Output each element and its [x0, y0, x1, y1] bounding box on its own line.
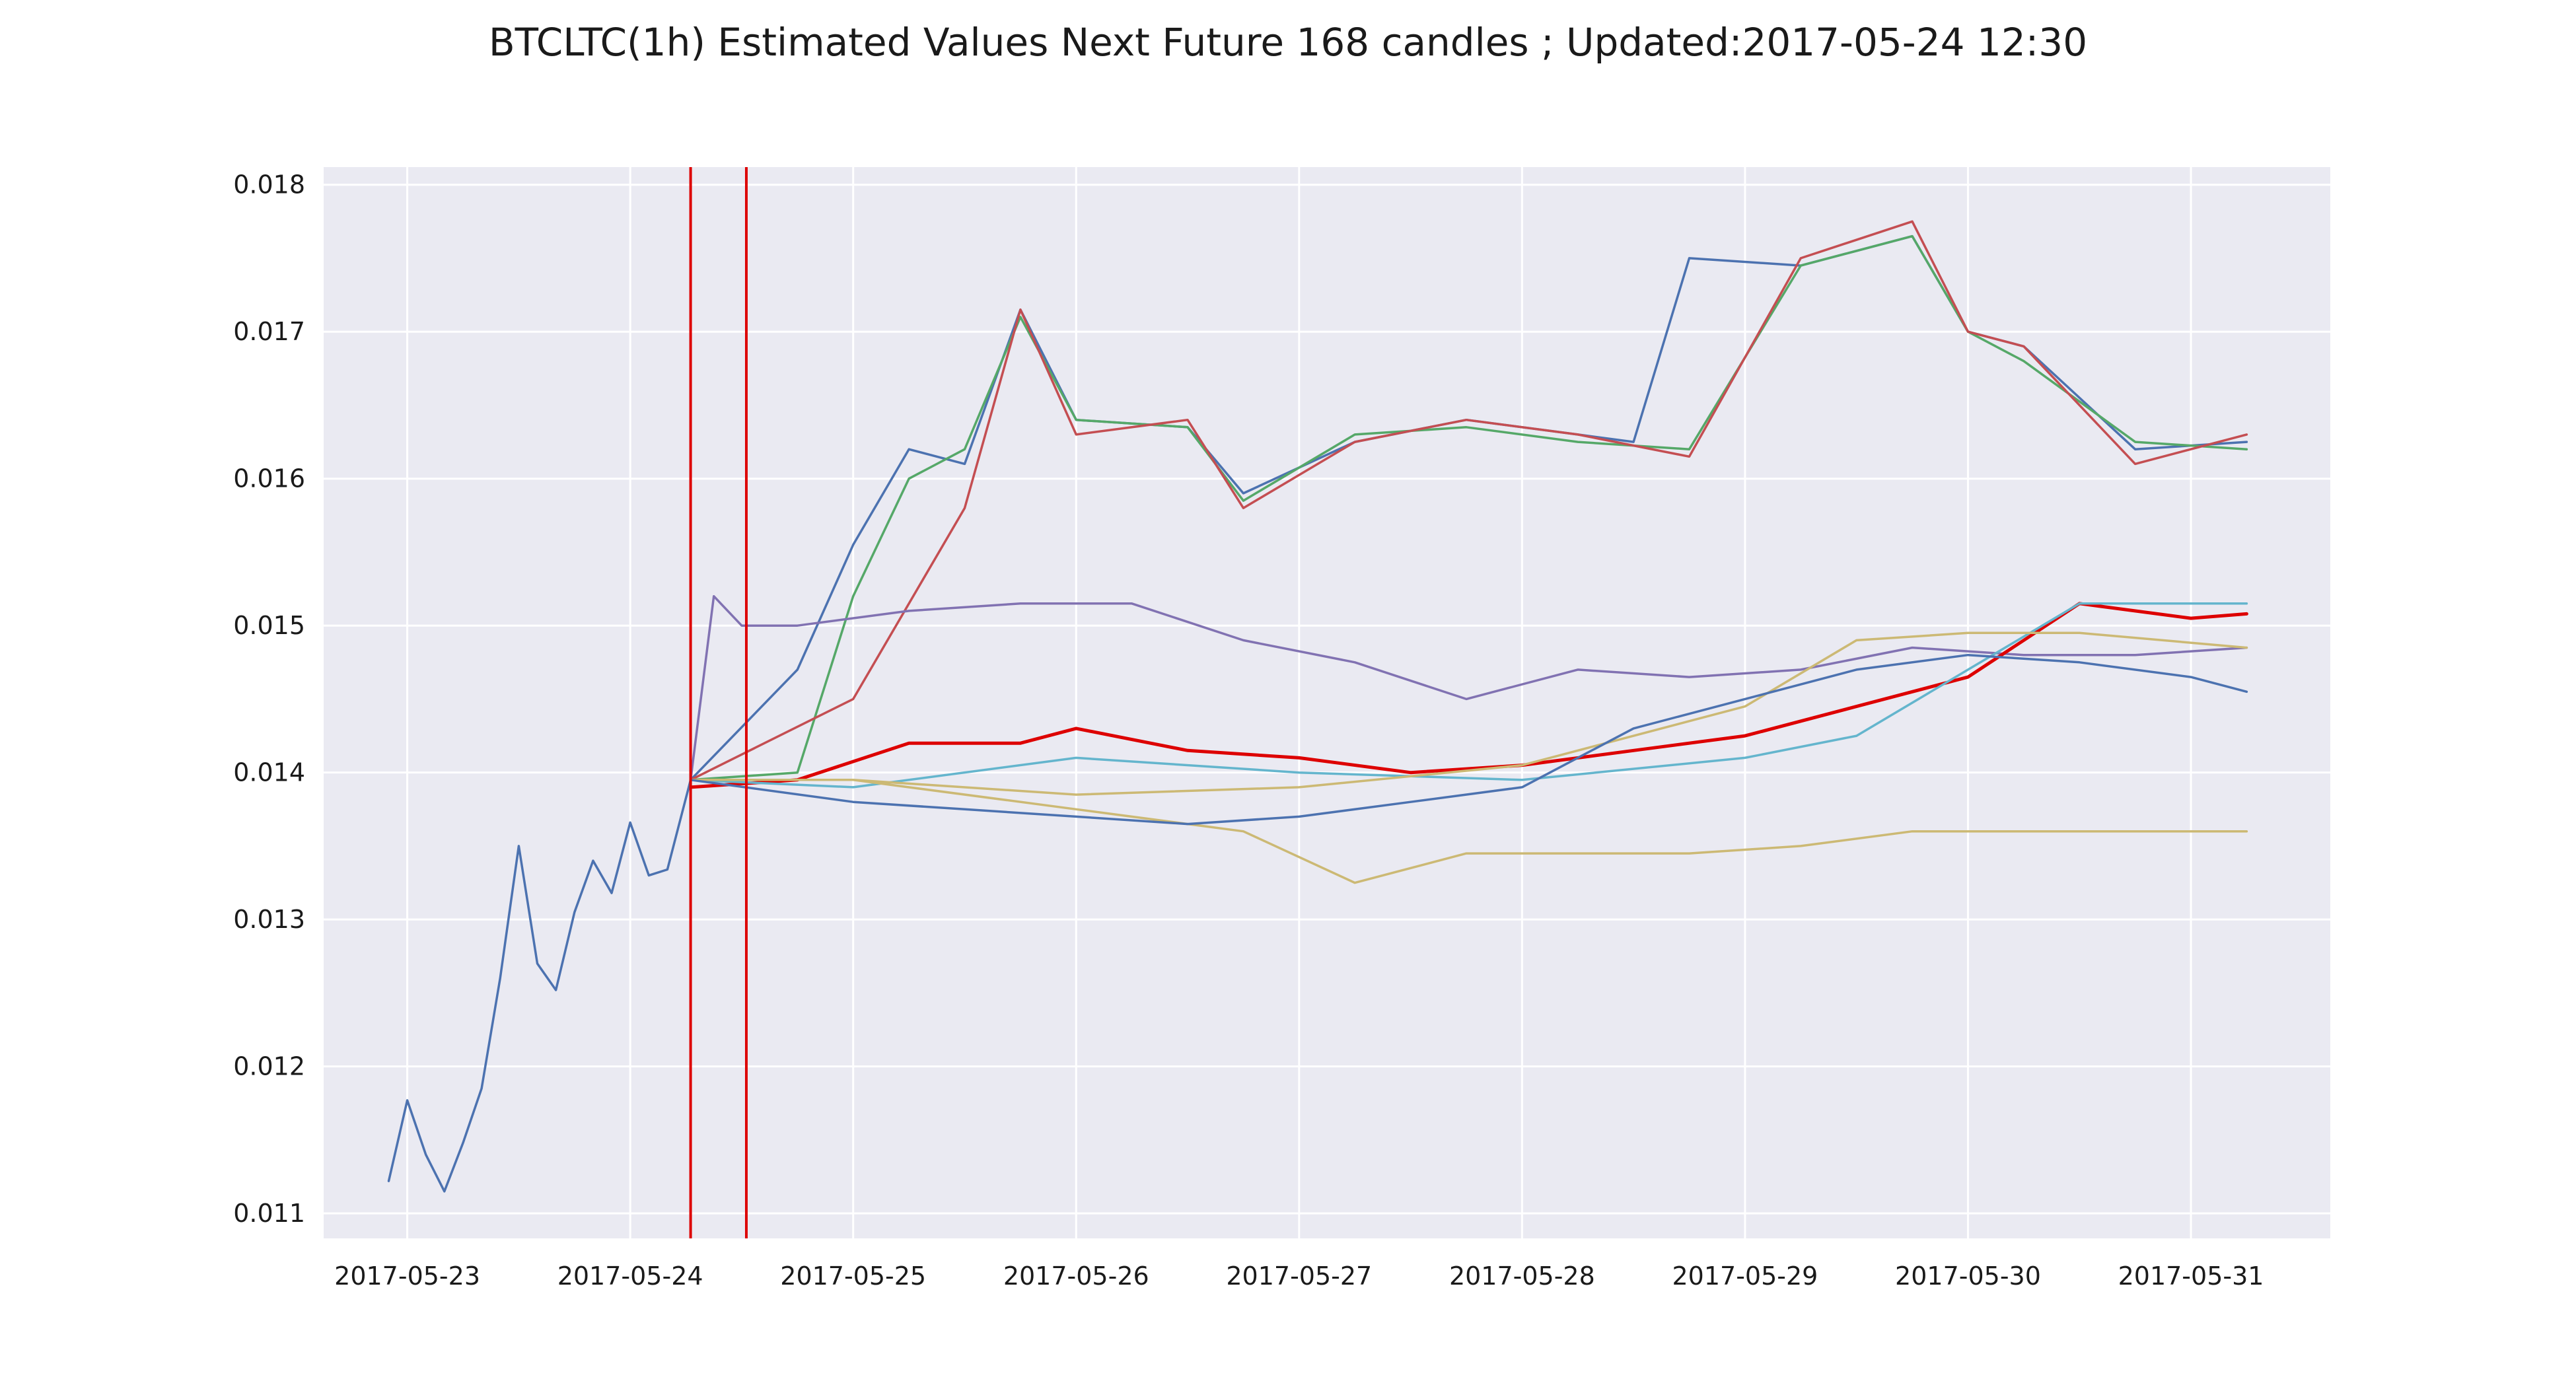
x-tick-label: 2017-05-31 — [2118, 1262, 2264, 1291]
x-tick-label: 2017-05-23 — [334, 1262, 480, 1291]
series-line-6 — [689, 602, 2248, 789]
x-tick-label: 2017-05-28 — [1449, 1262, 1595, 1291]
y-tick-label: 0.015 — [233, 611, 305, 640]
y-tick-label: 0.017 — [233, 317, 305, 346]
x-tick-label: 2017-05-30 — [1895, 1262, 2041, 1291]
series-line-5 — [689, 602, 2248, 789]
x-tick-label: 2017-05-26 — [1003, 1262, 1149, 1291]
series-line-9 — [689, 653, 2248, 826]
axis-ticks: 0.011 0.012 0.013 0.014 0.015 0.016 0.017 0.018… — [233, 170, 2264, 1291]
chart-title: BTCLTC(1h) Estimated Values Next Future … — [488, 20, 2088, 65]
x-tick-label: 2017-05-29 — [1672, 1262, 1818, 1291]
y-tick-label: 0.013 — [233, 905, 305, 934]
grid — [324, 167, 2330, 1238]
y-tick-label: 0.014 — [233, 758, 305, 787]
series-line-8 — [689, 779, 2248, 884]
y-tick-label: 0.011 — [233, 1199, 305, 1228]
plot-background — [324, 167, 2330, 1238]
forecast-markers — [689, 167, 748, 1238]
series-line-3 — [689, 220, 2248, 781]
series-lines — [387, 220, 2248, 1193]
y-tick-label: 0.016 — [233, 464, 305, 493]
x-tick-label: 2017-05-25 — [780, 1262, 926, 1291]
series-line-7 — [689, 631, 2248, 796]
y-tick-label: 0.012 — [233, 1052, 305, 1081]
x-tick-label: 2017-05-27 — [1226, 1262, 1372, 1291]
history-line — [387, 779, 692, 1193]
series-line-4 — [689, 594, 2248, 781]
x-tick-label: 2017-05-24 — [557, 1262, 703, 1291]
y-tick-label: 0.018 — [233, 170, 305, 199]
